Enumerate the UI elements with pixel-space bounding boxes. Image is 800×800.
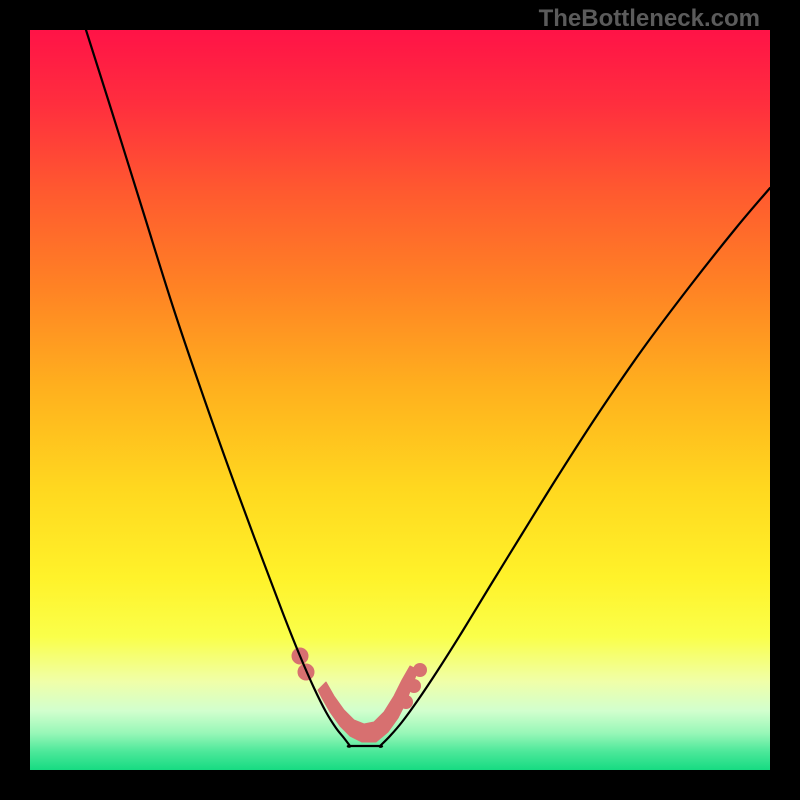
bottleneck-curve	[86, 30, 770, 747]
chart-svg-layer	[30, 30, 770, 770]
curve-marker-right-1	[407, 679, 421, 693]
curve-marker-right-2	[413, 663, 427, 677]
curve-marker-right-0	[399, 695, 413, 709]
watermark-text: TheBottleneck.com	[539, 5, 760, 33]
